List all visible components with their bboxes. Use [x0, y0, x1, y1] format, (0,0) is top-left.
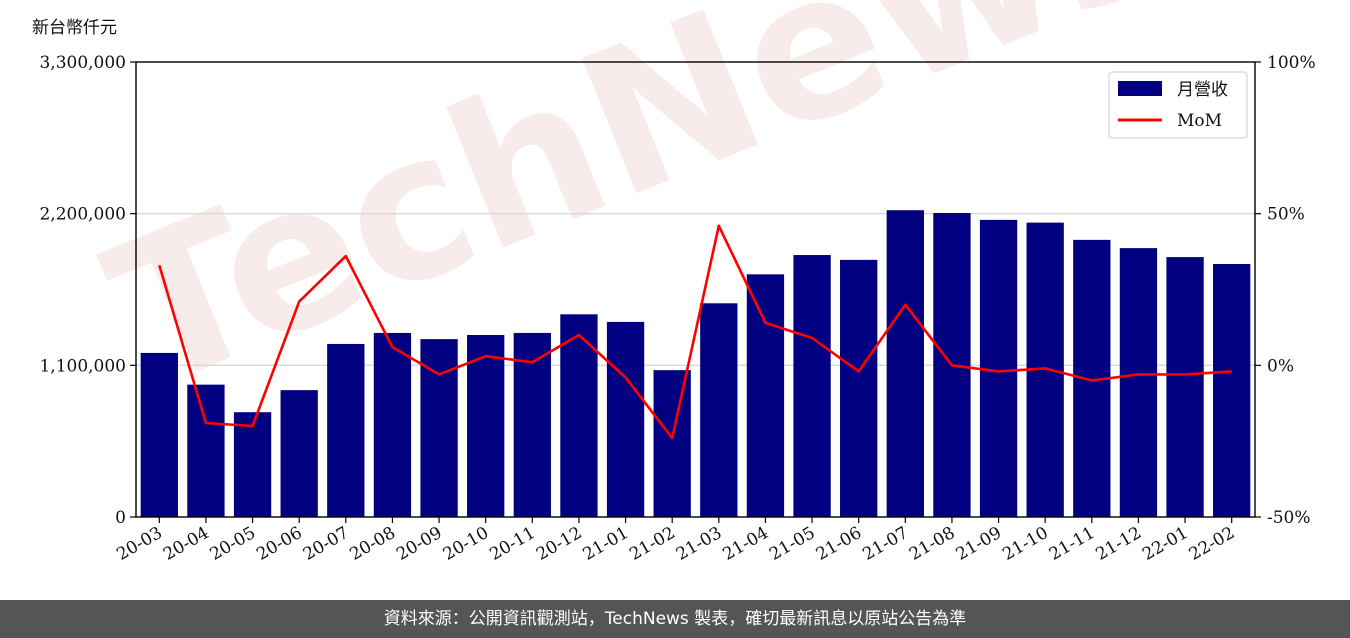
mom-line-series — [158, 224, 1232, 440]
bar-series — [140, 210, 1251, 518]
bar — [327, 343, 365, 517]
x-tick-label: 21-06 — [813, 523, 865, 565]
bar — [653, 370, 691, 517]
bar — [1166, 257, 1204, 517]
left-axis: 0 1,100,000 2,200,000 3,300,000 — [39, 53, 136, 528]
right-tick-label: 0% — [1267, 356, 1294, 376]
x-tick-label: 22-02 — [1186, 523, 1238, 565]
footer-source-note: 資料來源：公開資訊觀測站，TechNews 製表，確切最新訊息以原站公告為準 — [0, 600, 1350, 638]
x-tick-label: 21-08 — [906, 523, 958, 565]
bar — [560, 314, 598, 517]
x-axis: 20-0320-0420-0520-0620-0720-0820-0920-10… — [113, 517, 1238, 565]
bar — [513, 332, 551, 517]
x-tick-label: 21-01 — [580, 523, 632, 565]
left-tick-label: 3,300,000 — [39, 53, 126, 73]
x-tick-label: 21-07 — [859, 523, 911, 565]
x-tick-label: 20-06 — [253, 523, 305, 565]
plot-frame — [135, 61, 1256, 518]
legend-bar-label: 月營收 — [1177, 80, 1228, 100]
x-tick-label: 20-04 — [160, 523, 212, 565]
x-tick-label: 21-10 — [999, 523, 1051, 565]
left-tick-label: 2,200,000 — [39, 205, 126, 225]
bar — [700, 303, 738, 517]
bar — [467, 335, 505, 517]
legend-bar-swatch — [1118, 81, 1162, 96]
x-tick-label: 20-05 — [207, 523, 259, 565]
bar — [886, 210, 924, 517]
x-tick-label: 20-08 — [346, 523, 398, 565]
x-tick-label: 20-12 — [533, 523, 585, 565]
x-tick-label: 21-12 — [1092, 523, 1144, 565]
x-tick-label: 20-11 — [486, 523, 538, 565]
x-tick-label: 20-07 — [300, 523, 352, 565]
x-tick-label: 20-03 — [113, 523, 165, 565]
left-axis-unit-label: 新台幣仟元 — [32, 18, 117, 38]
x-tick-label: 21-03 — [673, 523, 725, 565]
plot-border — [135, 61, 1256, 518]
right-tick-label: 50% — [1267, 205, 1305, 225]
bar — [840, 259, 878, 517]
x-tick-label: 20-09 — [393, 523, 445, 565]
chart: TechNews 新台幣仟元 01,100,0002,200,0003,300,… — [32, 0, 1316, 565]
x-tick-label: 21-09 — [953, 523, 1005, 565]
bar — [140, 352, 178, 517]
grid — [136, 213, 1255, 366]
bar — [373, 332, 412, 517]
bar — [746, 274, 785, 517]
x-tick-label: 21-05 — [766, 523, 818, 565]
x-tick-label: 21-11 — [1046, 523, 1098, 565]
x-tick-label: 21-04 — [719, 523, 771, 565]
bar — [979, 219, 1018, 517]
bar — [606, 321, 645, 517]
x-tick-label: 21-02 — [626, 523, 678, 565]
right-axis: -50% 0% 50% 100% — [1255, 53, 1316, 528]
bar — [280, 390, 318, 517]
right-tick-label: -50% — [1267, 508, 1311, 528]
bar — [1213, 263, 1251, 517]
left-tick-label: 0 — [115, 508, 126, 528]
left-tick-label: 1,100,000 — [39, 356, 126, 376]
legend: 月營收 MoM — [1108, 71, 1248, 139]
right-tick-label: 100% — [1267, 53, 1316, 73]
legend-line-label: MoM — [1177, 111, 1222, 131]
bar — [187, 384, 225, 517]
bar — [793, 255, 831, 517]
bar — [233, 412, 272, 517]
x-tick-label: 22-01 — [1139, 523, 1191, 565]
bar — [1119, 248, 1158, 518]
x-tick-label: 20-10 — [440, 523, 492, 565]
mom-line — [158, 224, 1232, 440]
